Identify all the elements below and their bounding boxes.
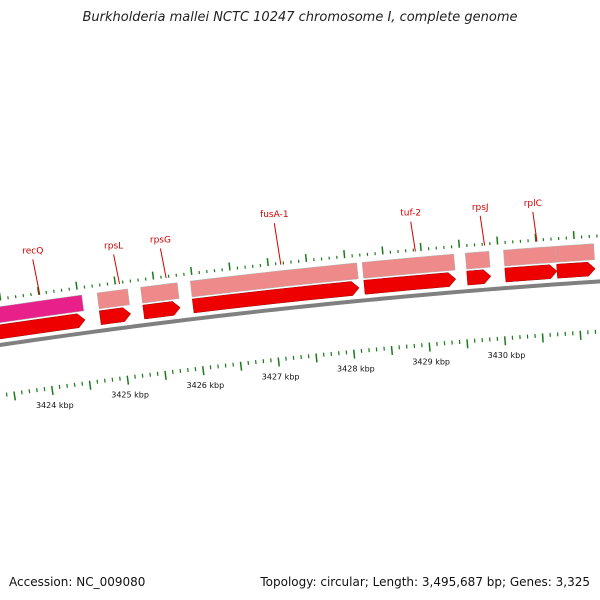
ruler-label: 3430 kbp <box>488 351 526 360</box>
tick-mark <box>201 366 205 376</box>
tick-mark <box>111 377 114 382</box>
tick-mark <box>151 271 155 280</box>
outer-tick-marks <box>0 230 598 301</box>
tick-mark <box>75 281 78 290</box>
gene-feature-track <box>0 243 595 324</box>
tick-mark <box>266 258 269 267</box>
gene-label-leader <box>273 223 282 265</box>
summary-text: Topology: circular; Length: 3,495,687 bp… <box>260 575 590 589</box>
tick-mark <box>496 236 499 245</box>
tick-mark <box>96 379 99 384</box>
tick-mark <box>503 336 507 346</box>
tick-mark <box>304 253 308 263</box>
tick-mark <box>113 276 117 285</box>
gene-label-rpsJ: rpsJ <box>472 203 489 213</box>
tick-mark <box>428 342 431 352</box>
gene-feature-bar <box>503 246 557 267</box>
tick-mark <box>156 371 159 376</box>
tick-mark <box>457 239 461 248</box>
gene-label-rplC: rplC <box>524 199 542 209</box>
ruler-label: 3424 kbp <box>36 401 74 410</box>
tick-mark <box>103 378 106 383</box>
tick-mark <box>5 392 8 397</box>
gene-label-rpsL: rpsL <box>104 241 123 251</box>
tick-mark <box>88 380 92 390</box>
inner-tick-marks <box>5 329 597 401</box>
tick-mark <box>164 370 167 380</box>
tick-mark <box>466 339 469 349</box>
tick-mark <box>149 372 151 377</box>
tick-mark <box>381 246 384 255</box>
ruler-labels: 3424 kbp 3425 kbp 3426 kbp 3427 kbp 3428 kbp… <box>36 351 525 410</box>
ruler-label: 3429 kbp <box>412 357 450 366</box>
gene-arrow <box>466 269 492 286</box>
tick-mark <box>190 266 193 275</box>
gene-feature-bar <box>555 243 595 263</box>
map-title: Burkholderia mallei NCTC 10247 chromosom… <box>82 10 518 25</box>
gene-label-leader <box>32 259 41 295</box>
ruler-label: 3427 kbp <box>262 372 300 381</box>
gene-arrow <box>142 301 181 320</box>
tick-mark <box>343 250 346 259</box>
tick-mark <box>419 242 422 251</box>
tick-mark <box>36 388 38 393</box>
backbone-line <box>0 279 600 348</box>
tick-mark <box>36 286 40 296</box>
tick-mark <box>126 375 130 385</box>
tick-mark <box>541 333 544 343</box>
gene-label-leader <box>410 221 416 252</box>
tick-mark <box>13 391 17 401</box>
backbone-line-path <box>0 279 600 348</box>
gene-label-leader <box>159 248 167 279</box>
gene-feature-bar <box>140 282 180 304</box>
tick-mark <box>315 353 318 363</box>
tick-mark <box>134 374 136 379</box>
gene-arrow <box>192 281 360 314</box>
gene-feature-bar <box>189 262 359 298</box>
tick-mark <box>228 262 231 271</box>
tick-mark <box>50 385 54 396</box>
ruler-label: 3425 kbp <box>111 391 149 400</box>
tick-mark <box>572 230 575 240</box>
tick-mark <box>28 389 31 394</box>
gene-feature-bar <box>361 253 456 279</box>
gene-arrow <box>363 272 457 295</box>
gene-feature-bar <box>464 251 491 270</box>
tick-mark <box>239 361 243 371</box>
tick-mark <box>141 373 144 378</box>
tick-mark <box>73 382 76 387</box>
gene-label-fusA-1: fusA-1 <box>260 210 289 220</box>
gene-label-leader <box>113 254 120 285</box>
gene-label-leader <box>479 215 486 246</box>
tick-mark <box>20 390 23 395</box>
tick-mark <box>81 381 84 386</box>
tick-mark <box>43 386 46 392</box>
tick-mark <box>66 383 68 388</box>
gene-arrow <box>504 264 558 283</box>
gene-arrow <box>0 313 86 340</box>
ruler-label: 3426 kbp <box>187 381 225 390</box>
tick-mark <box>352 349 356 359</box>
gene-label-recQ: recQ <box>22 246 43 256</box>
tick-mark <box>579 330 582 340</box>
gene-feature-bar <box>96 288 130 310</box>
accession-text: Accession: NC_009080 <box>9 575 146 589</box>
gene-label-rpsG: rpsG <box>150 235 171 245</box>
gene-arrow-track <box>0 261 596 340</box>
gene-labels: recQ rpsL rpsG fusA-1 tuf-2 rpsJ rplC <box>22 199 542 295</box>
gene-arrow <box>99 307 132 325</box>
tick-mark <box>0 292 2 301</box>
ruler-label: 3428 kbp <box>337 365 375 374</box>
tick-mark <box>277 357 280 367</box>
gene-arrow <box>556 261 596 279</box>
gene-feature-bar <box>0 294 85 324</box>
tick-mark <box>534 233 537 242</box>
gene-label-leader <box>532 211 538 242</box>
tick-mark <box>58 384 61 389</box>
tick-mark <box>119 376 121 381</box>
tick-mark <box>390 345 394 356</box>
gene-label-tuf-2: tuf-2 <box>400 209 421 219</box>
